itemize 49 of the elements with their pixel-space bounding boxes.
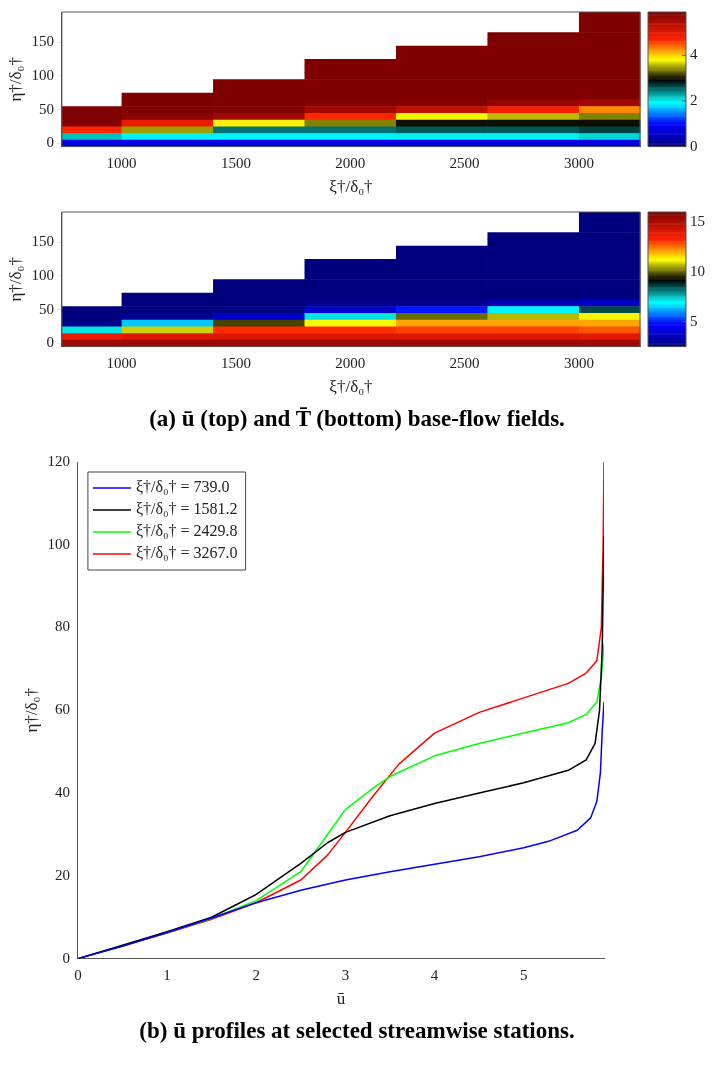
x-tick-label: 3000 — [563, 354, 594, 371]
y-tick-label: 20 — [54, 866, 70, 883]
y-tick-label: 50 — [38, 100, 54, 117]
y-tick-label: 80 — [54, 618, 70, 635]
color-bar-label: 0 — [690, 137, 698, 154]
x-tick-label: 1 — [163, 966, 171, 983]
color-bar-label: 4 — [690, 46, 698, 63]
x-tick-label: 5 — [520, 966, 528, 983]
y-tick-label: 150 — [31, 33, 54, 50]
x-axis-title: ξ†/δ₀† — [329, 377, 373, 397]
y-tick-label: 0 — [46, 134, 54, 151]
x-tick-label: 2 — [252, 966, 260, 983]
x-tick-label: 0 — [74, 966, 82, 983]
x-tick-label: 2500 — [449, 354, 480, 371]
x-axis-title: ξ†/δ₀† — [329, 177, 373, 197]
x-tick-label: 1500 — [220, 154, 251, 171]
y-axis-title: η†/δ₀† — [5, 257, 25, 302]
legend-label: ξ†/δ₀† = 3267.0 — [135, 544, 238, 562]
x-tick-label: 2000 — [335, 354, 366, 371]
x-tick-label: 1000 — [106, 354, 137, 371]
y-tick-label: 100 — [47, 535, 70, 552]
text: (b) ū profiles at selected streamwise stations. — [138, 1018, 576, 1044]
x-tick-label: 4 — [430, 966, 439, 983]
legend-label: ξ†/δ₀† = 2429.8 — [135, 522, 238, 540]
y-tick-label: 50 — [38, 300, 54, 317]
y-axis-title: η†/δ₀† — [21, 688, 41, 733]
y-axis-title: η†/δ₀† — [5, 57, 25, 102]
y-tick-label: 120 — [47, 452, 70, 469]
y-tick-label: 0 — [62, 949, 70, 966]
x-tick-label: 2000 — [335, 154, 366, 171]
x-tick-label: 1500 — [220, 354, 251, 371]
legend-label: ξ†/δ₀† = 1581.2 — [135, 500, 238, 518]
y-tick-label: 60 — [54, 701, 70, 718]
x-tick-label: 3000 — [563, 154, 594, 171]
x-tick-label: 1000 — [106, 154, 137, 171]
y-tick-label: 150 — [31, 233, 54, 250]
y-tick-label: 40 — [54, 784, 70, 800]
y-tick-label: 100 — [31, 66, 54, 83]
x-tick-label: 3 — [341, 966, 350, 983]
x-axis-title: ū — [336, 989, 346, 1009]
x-tick-label: 2500 — [449, 154, 480, 171]
color-bar-label: 2 — [690, 91, 698, 108]
legend-label: ξ†/δ₀† = 739.0 — [135, 478, 230, 496]
text: (a) ū (top) and T̄ (bottom) base-flow fields. — [148, 406, 566, 432]
color-bar-label: 15 — [690, 212, 705, 229]
color-bar-label: 5 — [690, 312, 698, 329]
y-tick-label: 100 — [31, 266, 54, 283]
color-bar-label: 10 — [690, 262, 705, 279]
y-tick-label: 0 — [46, 334, 54, 351]
